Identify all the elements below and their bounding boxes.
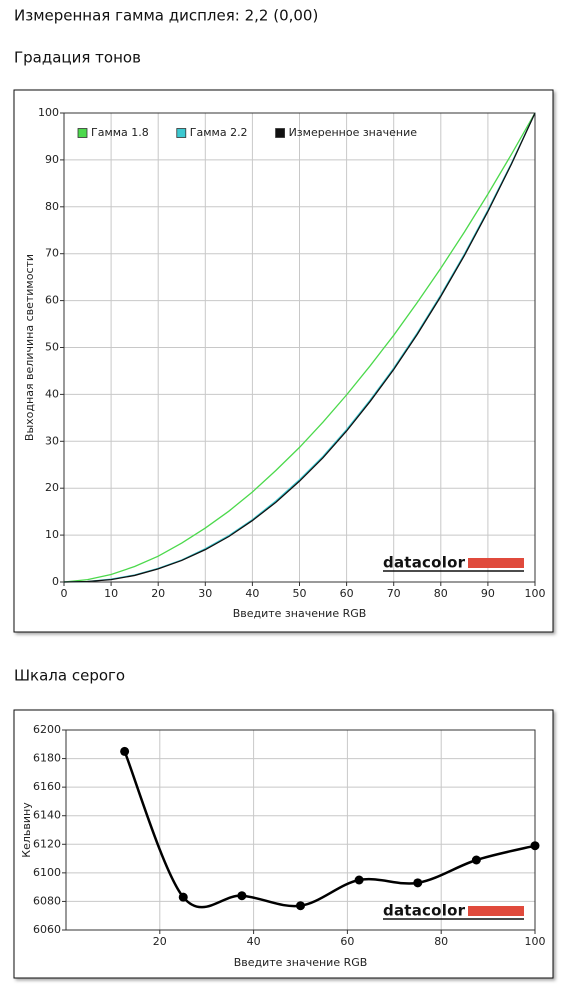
x-tick-label: 100	[525, 935, 546, 948]
x-tick-label: 60	[340, 587, 354, 600]
logo-bar	[468, 558, 524, 568]
legend-swatch	[176, 128, 187, 138]
legend-label: Измеренное значение	[289, 126, 418, 139]
legend-label: Гамма 1.8	[91, 126, 149, 139]
y-tick-label: 6120	[33, 837, 61, 850]
x-tick-label: 80	[434, 935, 448, 948]
data-point	[237, 891, 247, 901]
x-tick-label: 30	[198, 587, 212, 600]
plot-border	[65, 729, 536, 931]
x-tick-label: 0	[61, 587, 68, 600]
x-tick-label: 40	[245, 587, 259, 600]
series-line	[123, 750, 536, 909]
y-tick-label: 6140	[33, 809, 61, 822]
data-point	[530, 841, 540, 851]
y-tick-label: 40	[45, 387, 59, 400]
x-tick-label: 100	[525, 587, 546, 600]
data-point	[354, 875, 364, 885]
y-tick-label: 50	[45, 341, 59, 354]
plot-border	[63, 112, 536, 583]
y-tick-label: 6180	[33, 752, 61, 765]
x-axis-label: Введите значение RGB	[234, 956, 368, 969]
data-point	[471, 855, 481, 865]
y-tick-label: 6080	[33, 894, 61, 907]
data-point	[413, 878, 423, 888]
legend-label: Гамма 2.2	[190, 126, 248, 139]
y-tick-label: 100	[38, 106, 59, 119]
x-tick-label: 20	[151, 587, 165, 600]
y-tick-label: 90	[45, 153, 59, 166]
x-tick-label: 80	[434, 587, 448, 600]
x-axis-label: Введите значение RGB	[233, 607, 367, 620]
y-tick-label: 6060	[33, 923, 61, 936]
chart-title: Шкала серого	[14, 667, 125, 685]
data-point	[296, 901, 305, 911]
chart-title: Градация тонов	[14, 49, 141, 67]
x-tick-label: 70	[387, 587, 401, 600]
plot-area	[66, 730, 535, 930]
y-tick-label: 70	[45, 247, 59, 260]
data-point	[120, 746, 130, 756]
x-tick-label: 10	[104, 587, 118, 600]
x-tick-label: 90	[481, 587, 495, 600]
y-tick-label: 60	[45, 294, 59, 307]
data-point	[178, 892, 188, 902]
series-line	[63, 112, 536, 583]
y-tick-label: 0	[52, 575, 59, 588]
y-tick-label: 6100	[33, 866, 61, 879]
y-tick-label: 20	[45, 481, 59, 494]
x-tick-label: 50	[293, 587, 307, 600]
y-tick-label: 10	[45, 528, 59, 541]
x-tick-label: 60	[340, 935, 354, 948]
x-tick-label: 40	[247, 935, 261, 948]
page-title: Измеренная гамма дисплея: 2,2 (0,00)	[14, 7, 318, 25]
x-tick-label: 20	[153, 935, 167, 948]
legend-swatch	[77, 128, 88, 138]
y-axis-label: Кельвину	[20, 802, 33, 858]
y-axis-label: Выходная величина светимости	[23, 254, 36, 441]
logo: datacolor	[383, 554, 466, 572]
legend-swatch	[275, 128, 285, 138]
y-tick-label: 80	[45, 200, 59, 213]
y-tick-label: 30	[45, 434, 59, 447]
logo: datacolor	[383, 902, 466, 920]
y-tick-label: 6200	[33, 723, 61, 736]
series-line	[63, 112, 536, 583]
y-tick-label: 6160	[33, 780, 61, 793]
logo-bar	[468, 906, 524, 916]
